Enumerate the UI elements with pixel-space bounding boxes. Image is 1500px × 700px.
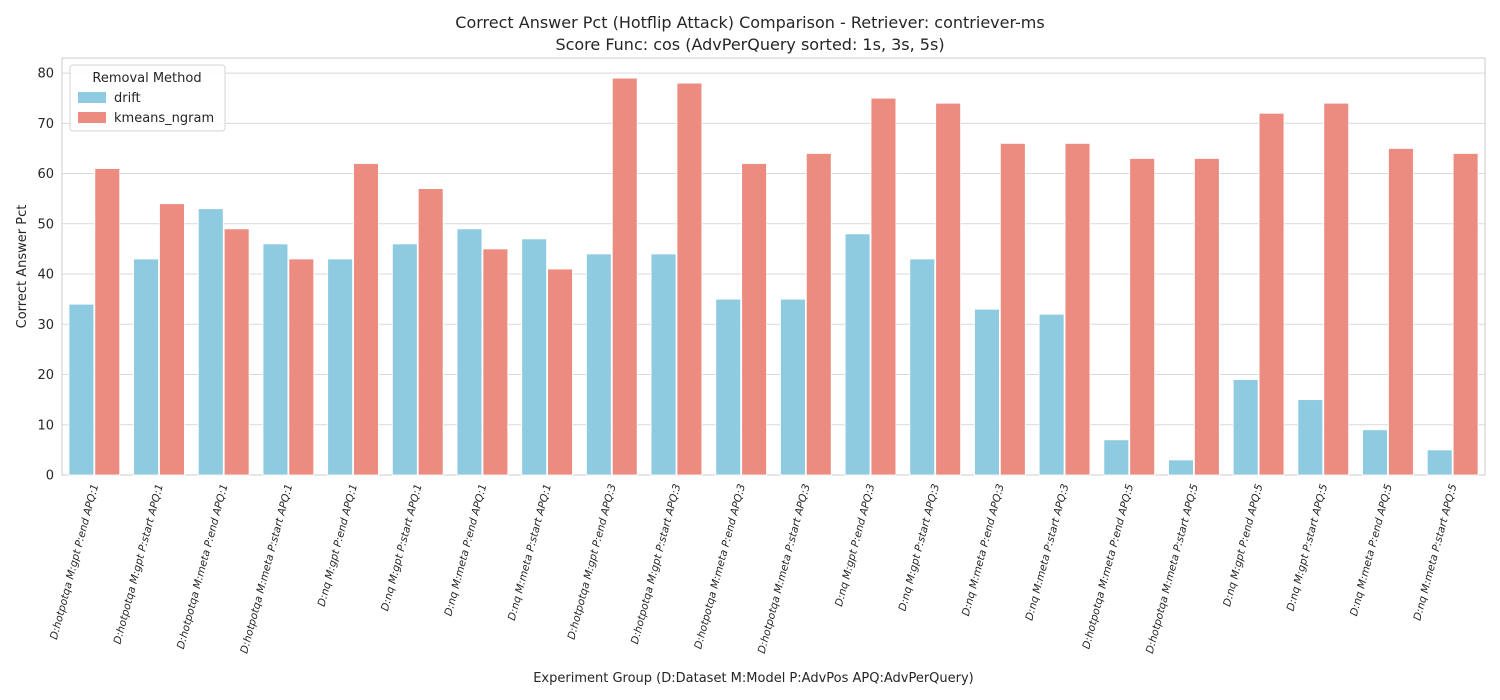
bar-drift-9 [650, 253, 677, 476]
x-tick-label: D:hotpotqa M:meta P:start APQ:1 [238, 483, 295, 655]
y-tick-label: 70 [37, 117, 54, 132]
bar-drift-8 [586, 253, 612, 476]
x-tick-label: D:nq M:gpt P:end APQ:3 [833, 483, 877, 608]
bar-drift-10 [715, 298, 742, 476]
bar-drift-3 [262, 243, 289, 476]
bar-kmeans_ngram-14 [999, 143, 1026, 476]
x-tick-labels: D:hotpotqa M:gpt P:end APQ:1 D:hotpotqa M… [48, 482, 1460, 655]
bar-drift-19 [1297, 399, 1324, 476]
x-tick-label: D:nq M:gpt P:start APQ:3 [897, 483, 943, 613]
bar-drift-17 [1168, 459, 1194, 476]
bar-kmeans_ngram-8 [611, 77, 638, 476]
x-tick-label: D:hotpotqa M:meta P:end APQ:5 [1080, 482, 1136, 650]
x-tick-label: D:nq M:gpt P:end APQ:5 [1221, 482, 1265, 608]
bar-drift-11 [780, 298, 806, 476]
bar-kmeans_ngram-17 [1194, 158, 1220, 476]
x-tick-label: D:nq M:gpt P:start APQ:1 [379, 483, 425, 613]
x-tick-label: D:hotpotqa M:gpt P:end APQ:1 [48, 483, 101, 641]
y-tick-label: 50 [37, 217, 54, 232]
x-tick-label: D:nq M:gpt P:end APQ:1 [316, 483, 360, 608]
legend-swatch-drift [78, 92, 106, 103]
x-tick-label: D:hotpotqa M:meta P:start APQ:3 [756, 483, 813, 655]
x-axis-label: Experiment Group (D:Dataset M:Model P:Ad… [533, 671, 974, 686]
bar-kmeans_ngram-7 [547, 268, 573, 476]
legend-label-kmeans_ngram: kmeans_ngram [114, 111, 214, 126]
bar-kmeans_ngram-10 [741, 163, 767, 476]
bar-kmeans_ngram-11 [805, 153, 832, 476]
bar-kmeans_ngram-6 [482, 248, 509, 476]
legend: Removal Method drift kmeans_ngram [69, 64, 226, 132]
x-tick-label: D:nq M:meta P:end APQ:3 [960, 483, 1007, 618]
y-tick-label: 10 [37, 418, 54, 433]
bar-drift-21 [1426, 449, 1453, 476]
bar-drift-6 [456, 228, 483, 476]
bar-drift-18 [1232, 379, 1259, 476]
bar-kmeans_ngram-18 [1258, 112, 1285, 476]
bar-kmeans_ngram-4 [353, 163, 379, 476]
x-tick-label: D:nq M:meta P:end APQ:1 [442, 483, 489, 618]
bar-kmeans_ngram-9 [676, 82, 703, 476]
y-tick-label: 0 [46, 469, 54, 484]
bar-drift-12 [844, 233, 871, 476]
bar-kmeans_ngram-3 [288, 258, 315, 476]
bar-drift-2 [197, 208, 224, 476]
x-tick-label: D:nq M:meta P:start APQ:3 [1023, 483, 1071, 622]
plot-frame [61, 57, 1486, 476]
chart-subtitle: Score Func: cos (AdvPerQuery sorted: 1s,… [555, 35, 945, 54]
bar-drift-0 [68, 303, 95, 476]
y-tick-label: 20 [37, 368, 54, 383]
bar-kmeans_ngram-16 [1129, 158, 1156, 476]
legend-frame [69, 64, 226, 132]
bar-drift-13 [909, 258, 936, 476]
y-tick-label: 30 [37, 318, 54, 333]
x-tick-label: D:hotpotqa M:meta P:start APQ:5 [1144, 482, 1201, 655]
y-tick-labels: 0 10 20 30 40 50 60 70 80 [37, 67, 54, 484]
legend-label-drift: drift [114, 91, 141, 106]
x-tick-label: D:nq M:meta P:start APQ:1 [506, 483, 554, 622]
x-tick-label: D:nq M:meta P:start APQ:5 [1411, 482, 1459, 622]
legend-swatch-kmeans_ngram [78, 112, 106, 123]
bar-kmeans_ngram-12 [870, 97, 897, 476]
x-tick-label: D:hotpotqa M:gpt P:start APQ:3 [629, 483, 683, 646]
bar-kmeans_ngram-0 [94, 168, 121, 476]
bar-kmeans_ngram-21 [1452, 153, 1479, 476]
bar-drift-15 [1038, 313, 1065, 476]
bar-drift-20 [1362, 429, 1388, 476]
y-tick-label: 60 [37, 167, 54, 182]
bar-drift-16 [1103, 439, 1130, 476]
bar-drift-5 [391, 243, 418, 476]
x-tick-label: D:hotpotqa M:gpt P:start APQ:1 [112, 483, 166, 646]
x-tick-label: D:hotpotqa M:meta P:end APQ:1 [175, 483, 231, 651]
bar-kmeans_ngram-15 [1064, 143, 1091, 476]
bar-drift-14 [974, 308, 1000, 476]
bar-drift-4 [327, 258, 353, 476]
bar-kmeans_ngram-19 [1323, 102, 1350, 476]
legend-title: Removal Method [92, 71, 201, 86]
bar-kmeans_ngram-1 [159, 203, 185, 476]
x-tick-label: D:hotpotqa M:meta P:end APQ:3 [692, 483, 748, 651]
x-tick-label: D:nq M:gpt P:start APQ:5 [1285, 482, 1331, 612]
bars-layer [68, 77, 1479, 476]
x-tick-label: D:nq M:meta P:end APQ:5 [1348, 482, 1395, 617]
y-tick-label: 80 [37, 67, 54, 82]
bar-drift-7 [521, 238, 548, 476]
bar-kmeans_ngram-5 [417, 188, 444, 476]
bar-kmeans_ngram-13 [935, 102, 961, 476]
x-tick-label: D:hotpotqa M:gpt P:end APQ:3 [566, 483, 619, 641]
bar-drift-1 [133, 258, 159, 476]
y-axis-label: Correct Answer Pct [15, 205, 30, 329]
y-tick-label: 40 [37, 268, 54, 283]
chart-title: Correct Answer Pct (Hotflip Attack) Comp… [455, 13, 1045, 32]
bar-kmeans_ngram-2 [223, 228, 250, 476]
bar-kmeans_ngram-20 [1388, 148, 1414, 476]
